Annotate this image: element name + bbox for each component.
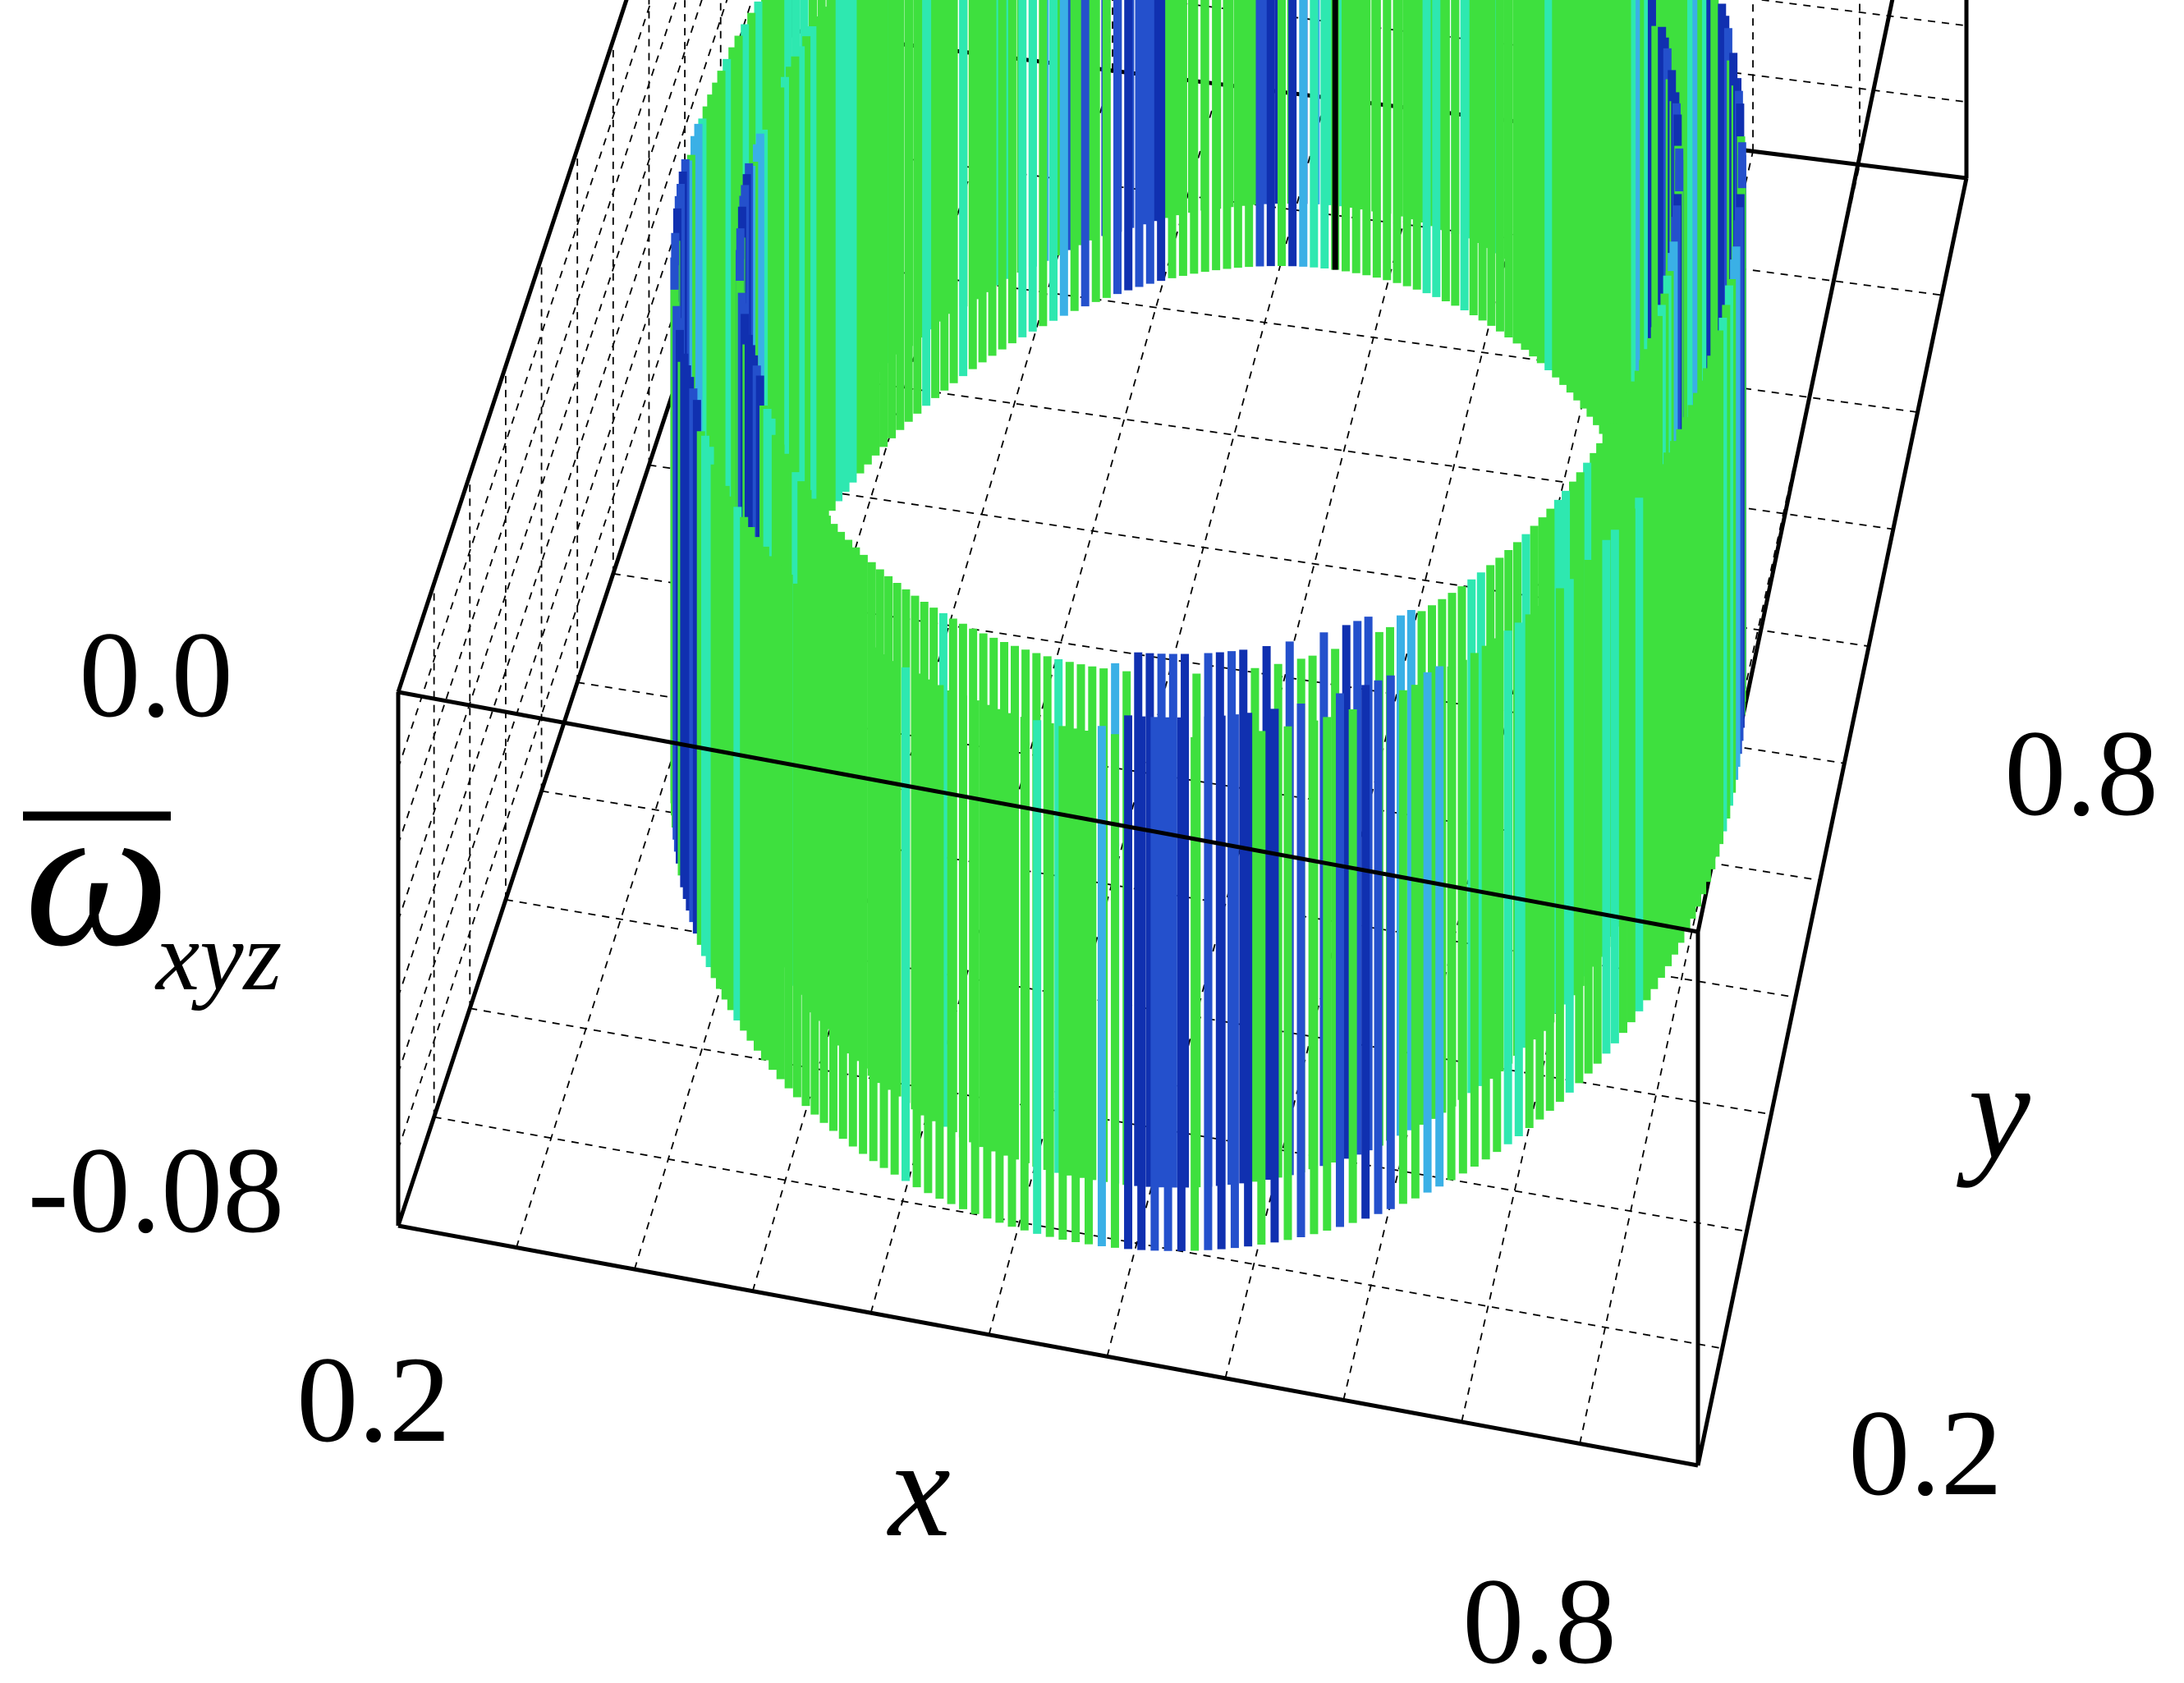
z-axis-symbol: ω (25, 762, 170, 989)
z-axis-subscript: xyz (154, 901, 282, 1011)
wall-grid-line (397, 0, 653, 769)
x-axis-label: x (886, 1411, 950, 1566)
front-box-edges (397, 690, 1699, 934)
z-tick-top: 0.0 (79, 607, 233, 743)
wall-grid-line (397, 0, 728, 997)
x-tick-end: 0.8 (1462, 1553, 1617, 1683)
wall-grid-line (397, 0, 678, 845)
y-axis-label: y (1956, 1034, 2030, 1188)
bar-ring (670, 0, 1746, 1251)
box-edge (1695, 177, 1969, 1466)
floor-grid-line (649, 464, 1870, 648)
box-edge-front (397, 690, 1699, 934)
z-tick-bottom: -0.08 (28, 1122, 284, 1259)
floor-grid-line (470, 1007, 1747, 1232)
wall-grid-line (397, 0, 703, 921)
box-edge (397, 1223, 1699, 1468)
floor-grid-line (434, 1116, 1723, 1350)
y-tick-end: 0.8 (2004, 705, 2159, 842)
box-edge (396, 0, 629, 693)
y-tick-start: 0.2 (1848, 1385, 2003, 1521)
x-tick-start: 0.2 (296, 1332, 451, 1468)
z-axis-label: ω xyz (23, 762, 282, 1011)
